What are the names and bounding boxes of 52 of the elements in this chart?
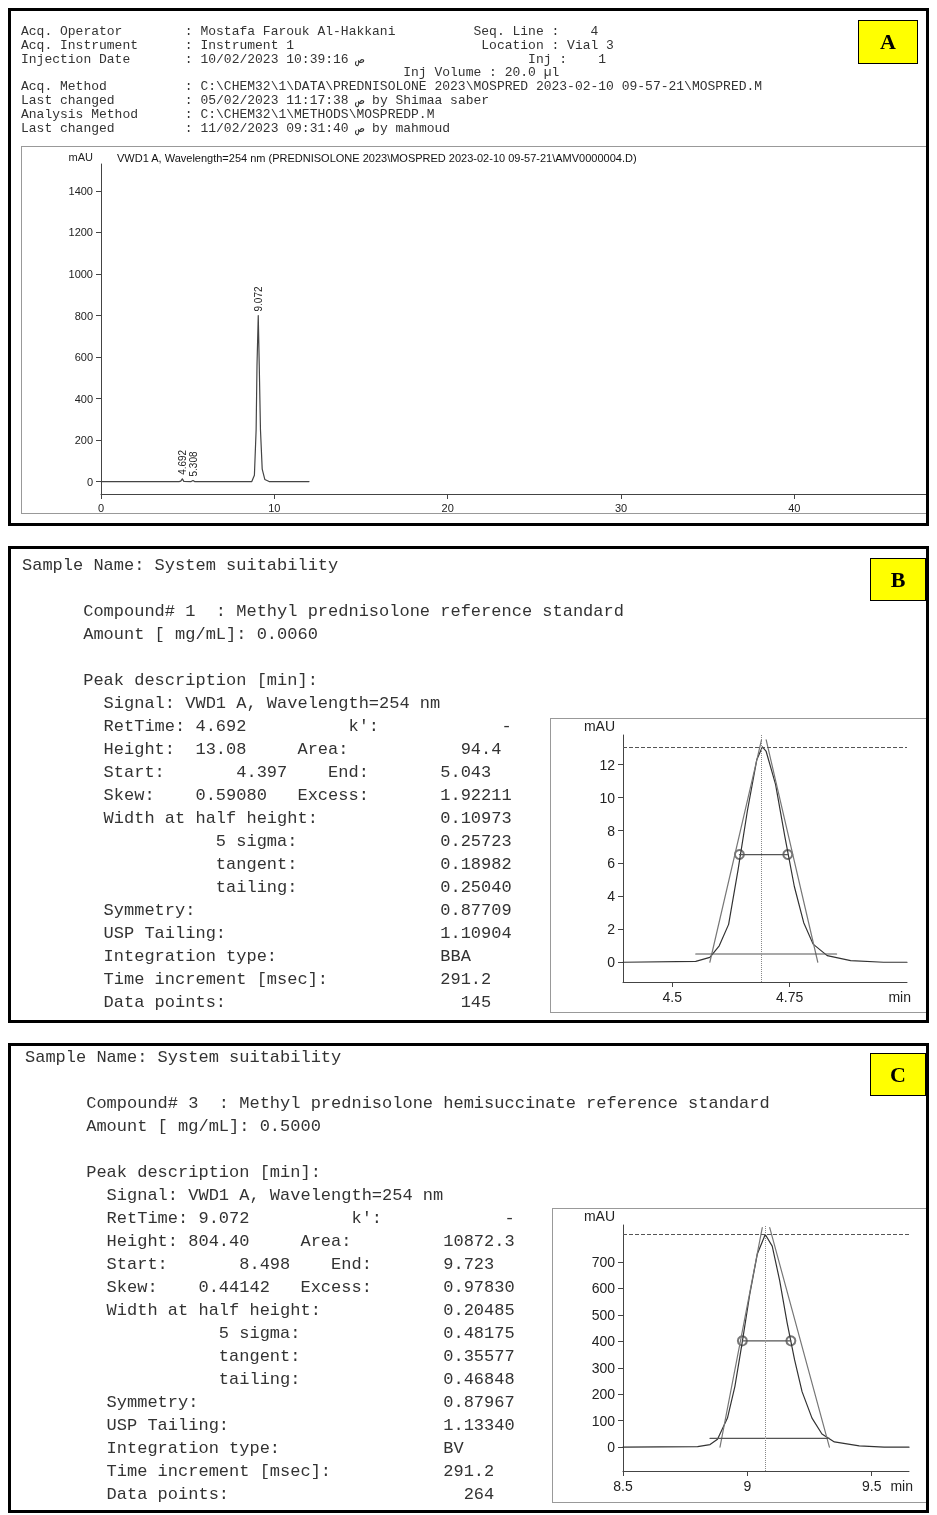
text: B xyxy=(870,558,926,601)
y-tick-label: 0 xyxy=(607,1439,616,1456)
text: Sample Name: System suitability xyxy=(25,1047,343,1069)
y-tick-label: 1200 xyxy=(68,226,93,239)
x-tick-label: 9 xyxy=(743,1478,752,1494)
y-tick-label: 400 xyxy=(591,1333,616,1350)
y-tick-label: 6 xyxy=(607,855,616,872)
y-tick-label: 8 xyxy=(607,822,616,839)
x-tick-label: 30 xyxy=(614,501,628,514)
y-axis-title: mAU xyxy=(583,718,615,734)
y-tick-label: 2 xyxy=(607,921,616,938)
x-tick-label: 8.5 xyxy=(613,1478,633,1494)
y-tick-label: 4 xyxy=(607,888,616,905)
y-tick-label: 1000 xyxy=(68,268,93,280)
text: Compound# 3 : Methyl prednisolone hemisuccinate reference standard Amount [ mg/mL]: 0.5000 xyxy=(85,1093,770,1138)
y-tick-label: 500 xyxy=(591,1306,616,1323)
text: Peak description [min]: Signal: VWD1 A, Wavelength=254 nm RetTime: 4.692 k': - Height: 13.08 Area: 94.4 Start: 4.397 End: 5.043 Skew: 0.59080 Excess: 1.92211 Width at half height: 0.10973 5 sigma: 0.25723 tangent: 0.18982 tailing: 0.25040 Symmetry: 0.87709 USP Tailing: 1.10904 Integration type: BBA Time increment [msec]: 291.2 Data points: 145 xyxy=(83,671,512,1012)
y-tick-label: 700 xyxy=(591,1254,616,1271)
y-tick-label: 200 xyxy=(591,1386,616,1403)
text: Compound# 1 : Methyl prednisolone reference standard Amount [ mg/mL]: 0.0060 xyxy=(82,601,624,646)
x-tick-label: 10 xyxy=(268,501,281,514)
x-tick-label: 4.5 xyxy=(662,989,683,1005)
text: Peak description [min]: Signal: VWD1 A, Wavelength=254 nm RetTime: 9.072 k': - Height: 804.40 Area: 10872.3 Start: 8.498 End: 9.723 Skew: 0.44142 Excess: 0.97830 Width at half height: 0.20485 5 sigma: 0.48175 tangent: 0.35577 tailing: 0.46848 Symmetry: 0.87967 USP Tailing: 1.13340 Integration type: BV Time increment [msec]: 291.2 Data points: 264 xyxy=(86,1163,515,1504)
y-tick-label: 400 xyxy=(74,392,93,405)
y-tick-label: 600 xyxy=(74,351,93,364)
y-tick-label: 100 xyxy=(591,1412,616,1429)
y-tick-label: 600 xyxy=(591,1280,616,1297)
annotation: 5.308 xyxy=(187,451,199,477)
x-axis-title: min xyxy=(888,989,911,1005)
x-tick-label: 20 xyxy=(441,501,454,514)
y-tick-label: 12 xyxy=(599,756,616,773)
annotation: 9.072 xyxy=(252,286,264,312)
x-tick-label: 4.75 xyxy=(776,989,804,1005)
y-tick-label: 300 xyxy=(591,1359,616,1376)
y-tick-label: 200 xyxy=(74,434,93,447)
y-tick-label: 10 xyxy=(599,789,616,806)
x-tick-label: 0 xyxy=(97,501,105,514)
y-tick-label: 0 xyxy=(86,475,93,488)
chart-title: VWD1 A, Wavelength=254 nm (PREDNISOLONE 2023\MOSPRED 2023-02-10 09-57-21\AMV0000004.D) xyxy=(117,151,637,164)
y-axis-title: mAU xyxy=(583,1208,615,1224)
y-tick-label: 0 xyxy=(607,954,616,971)
text: A xyxy=(858,20,918,64)
x-axis-title: min xyxy=(890,1478,913,1494)
text: Sample Name: System suitability xyxy=(22,555,340,577)
text: C xyxy=(870,1053,926,1096)
annotation: 4.692 xyxy=(176,449,188,475)
text: Acq. Operator : Mostafa Farouk Al-Hakkani Seq. Line : 4 Acq. Instrument : Instrument 1 Location : Vial 3 Injection Date : 10/02/2023 10:39:16 ص Inj : 1 Inj Volume : 20.0 µl Acq. Method : C:\CHEM32\1\DATA\PREDNISOLONE 2023\MOSPRED 2023-02-10 09-57-21\MOSPRED.M Last changed : 05/02/2023 11:17:38 ص by Shimaa saber Analysis Method : C:\CHEM32\1\METHODS\MOSPREDP.M Last changed : 11/02/2023 09:31:40 ص by mahmoud xyxy=(21,24,763,136)
y-tick-label: 1400 xyxy=(68,184,93,197)
y-tick-label: 800 xyxy=(74,309,93,322)
x-tick-label: 40 xyxy=(788,501,801,514)
y-axis-title: mAU xyxy=(68,150,94,163)
x-tick-label: 9.5 xyxy=(861,1478,882,1494)
